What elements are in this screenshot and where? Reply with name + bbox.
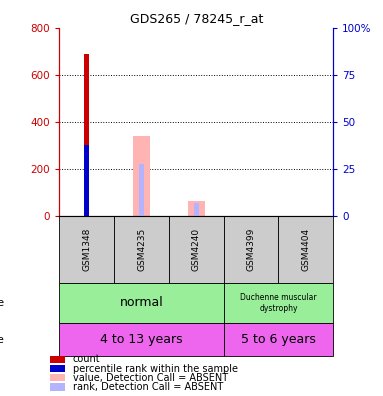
Text: 4 to 13 years: 4 to 13 years: [100, 333, 183, 346]
Bar: [59, 283, 224, 323]
Bar: [50, 383, 65, 390]
Text: rank, Detection Call = ABSENT: rank, Detection Call = ABSENT: [73, 382, 223, 392]
Title: GDS265 / 78245_r_at: GDS265 / 78245_r_at: [129, 12, 263, 25]
Bar: [59, 323, 224, 356]
Bar: [193, 203, 199, 216]
Bar: [278, 216, 333, 283]
Text: GSM4240: GSM4240: [192, 228, 201, 271]
Bar: [224, 216, 278, 283]
Bar: [188, 200, 205, 216]
Text: GSM4399: GSM4399: [247, 228, 255, 271]
Bar: [59, 216, 114, 283]
Text: count: count: [73, 354, 100, 364]
Bar: [114, 216, 169, 283]
Text: disease state: disease state: [0, 298, 5, 308]
Bar: [84, 145, 90, 216]
Text: GSM4235: GSM4235: [137, 228, 146, 271]
Bar: [169, 216, 224, 283]
Bar: [133, 136, 150, 216]
Text: age: age: [0, 335, 5, 345]
Text: percentile rank within the sample: percentile rank within the sample: [73, 364, 238, 373]
Text: GSM4404: GSM4404: [301, 228, 310, 271]
Bar: [50, 374, 65, 381]
Text: GSM1348: GSM1348: [82, 228, 91, 271]
Text: Duchenne muscular
dystrophy: Duchenne muscular dystrophy: [240, 293, 317, 312]
Bar: [50, 356, 65, 363]
Bar: [50, 365, 65, 372]
Text: value, Detection Call = ABSENT: value, Detection Call = ABSENT: [73, 373, 228, 383]
Bar: [139, 164, 144, 216]
Text: normal: normal: [119, 297, 164, 309]
Text: 5 to 6 years: 5 to 6 years: [241, 333, 316, 346]
Bar: [224, 283, 333, 323]
Bar: [224, 323, 333, 356]
Bar: [84, 53, 90, 216]
